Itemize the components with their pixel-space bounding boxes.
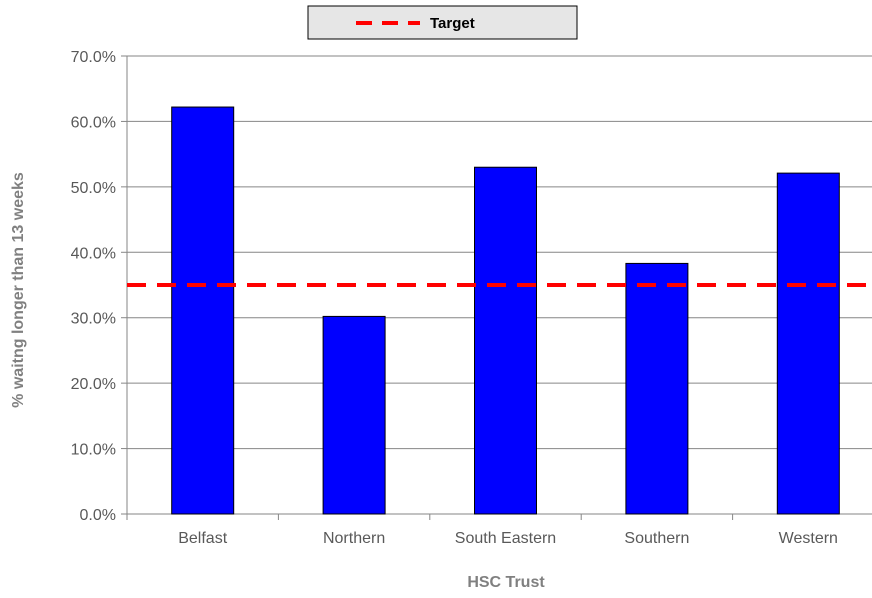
y-tick-label: 20.0%: [71, 376, 116, 393]
y-tick-label: 30.0%: [71, 311, 116, 328]
y-tick-label: 70.0%: [71, 49, 116, 66]
y-tick-label: 60.0%: [71, 114, 116, 131]
bar: [776, 172, 840, 515]
bar: [625, 262, 689, 515]
x-axis-title: HSC Trust: [467, 574, 545, 591]
x-tick-label: Northern: [323, 530, 385, 547]
y-tick-label: 0.0%: [80, 507, 116, 524]
tick-labels: 0.0% 10.0% 20.0% 30.0% 40.0% 50.0% 60.0% 70.0% B…: [71, 49, 838, 547]
bar: [322, 315, 386, 515]
x-tick-label: Southern: [624, 530, 689, 547]
y-tick-label: 50.0%: [71, 180, 116, 197]
bars: [171, 106, 840, 515]
y-tick-label: 10.0%: [71, 442, 116, 459]
legend: Target: [307, 5, 578, 40]
bar: [171, 106, 235, 515]
y-tick-label: 40.0%: [71, 245, 116, 262]
x-tick-label: South Eastern: [455, 530, 556, 547]
x-tick-label: Belfast: [178, 530, 227, 547]
y-axis-title: % waitng longer than 13 weeks: [10, 172, 27, 408]
x-tick-label: Western: [779, 530, 838, 547]
legend-box: [307, 5, 578, 40]
legend-target-label: Target: [430, 15, 475, 32]
bar: [474, 166, 537, 515]
